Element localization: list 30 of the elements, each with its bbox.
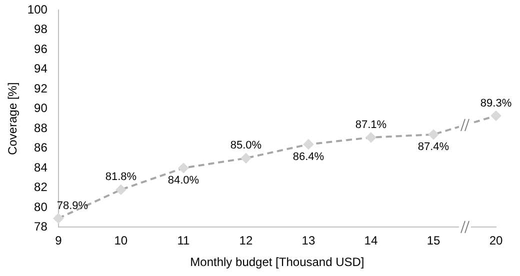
data-label: 78.9% — [56, 200, 88, 212]
y-axis-title: Coverage [%] — [6, 82, 20, 156]
y-tick-label: 92 — [34, 81, 48, 96]
y-tick-label: 98 — [34, 22, 48, 36]
y-tick-label: 80 — [34, 200, 48, 214]
data-label: 86.4% — [292, 150, 324, 163]
y-tick-label: 78 — [34, 220, 48, 234]
x-tick-label: 9 — [55, 234, 62, 248]
y-tick-label: 94 — [34, 62, 48, 76]
y-tick-label: 84 — [34, 160, 48, 174]
y-tick-label: 90 — [34, 101, 48, 116]
x-tick-label: 12 — [239, 234, 253, 248]
x-tick-label: 15 — [426, 234, 440, 248]
y-tick-label: 96 — [34, 42, 48, 56]
data-label: 87.1% — [355, 118, 387, 131]
data-label: 85.0% — [230, 140, 262, 152]
x-tick-label: 10 — [114, 234, 128, 248]
data-label: 81.8% — [105, 171, 137, 184]
x-tick-label: 13 — [302, 234, 316, 248]
y-tick-label: 86 — [34, 140, 48, 155]
x-tick-label: 20 — [489, 234, 503, 248]
y-tick-label: 82 — [34, 180, 48, 194]
data-label: 84.0% — [168, 174, 200, 187]
x-tick-label: 11 — [177, 234, 190, 248]
y-tick-label: 88 — [34, 120, 48, 135]
data-label: 89.3% — [480, 97, 512, 110]
data-label: 87.4% — [418, 141, 450, 154]
x-axis-title: Monthly budget [Thousand USD] — [190, 255, 364, 270]
y-tick-label: 100 — [27, 2, 48, 17]
x-tick-label: 14 — [364, 234, 378, 248]
